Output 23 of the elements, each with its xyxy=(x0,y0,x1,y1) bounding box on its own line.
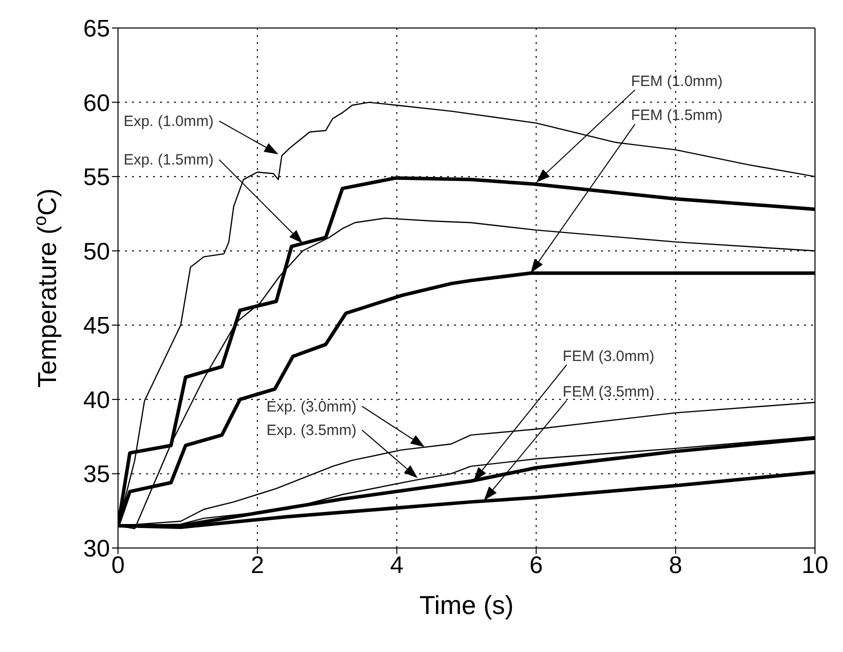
y-tick-label: 50 xyxy=(83,238,110,266)
y-tick-label: 30 xyxy=(83,536,110,563)
x-tick-label: 8 xyxy=(668,552,682,580)
x-tick-label: 6 xyxy=(530,552,543,580)
y-tick-label: 60 xyxy=(83,90,110,117)
x-tick-label: 0 xyxy=(111,552,125,580)
annotation: Exp. (3.5mm) xyxy=(266,422,356,440)
y-tick-label: 55 xyxy=(83,164,110,192)
annotation: Exp. (1.5mm) xyxy=(124,152,214,169)
y-tick-label: 40 xyxy=(83,386,110,414)
x-tick-label: 4 xyxy=(390,552,404,580)
x-tick-label: 2 xyxy=(250,552,264,580)
x-axis-title: Time (s) xyxy=(419,590,514,620)
annotation: FEM (3.0mm) xyxy=(562,348,654,365)
annotation: FEM (1.5mm) xyxy=(630,107,723,124)
y-tick-label: 45 xyxy=(83,312,110,340)
x-tick-label: 10 xyxy=(802,552,828,580)
annotation: Exp. (3.0mm) xyxy=(266,398,356,416)
y-tick-label: 65 xyxy=(83,16,110,43)
annotation: Exp. (1.0mm) xyxy=(124,113,214,130)
y-tick-label: 35 xyxy=(83,461,110,488)
annotation: FEM (1.0mm) xyxy=(630,72,723,90)
annotation: FEM (3.5mm) xyxy=(562,383,654,400)
